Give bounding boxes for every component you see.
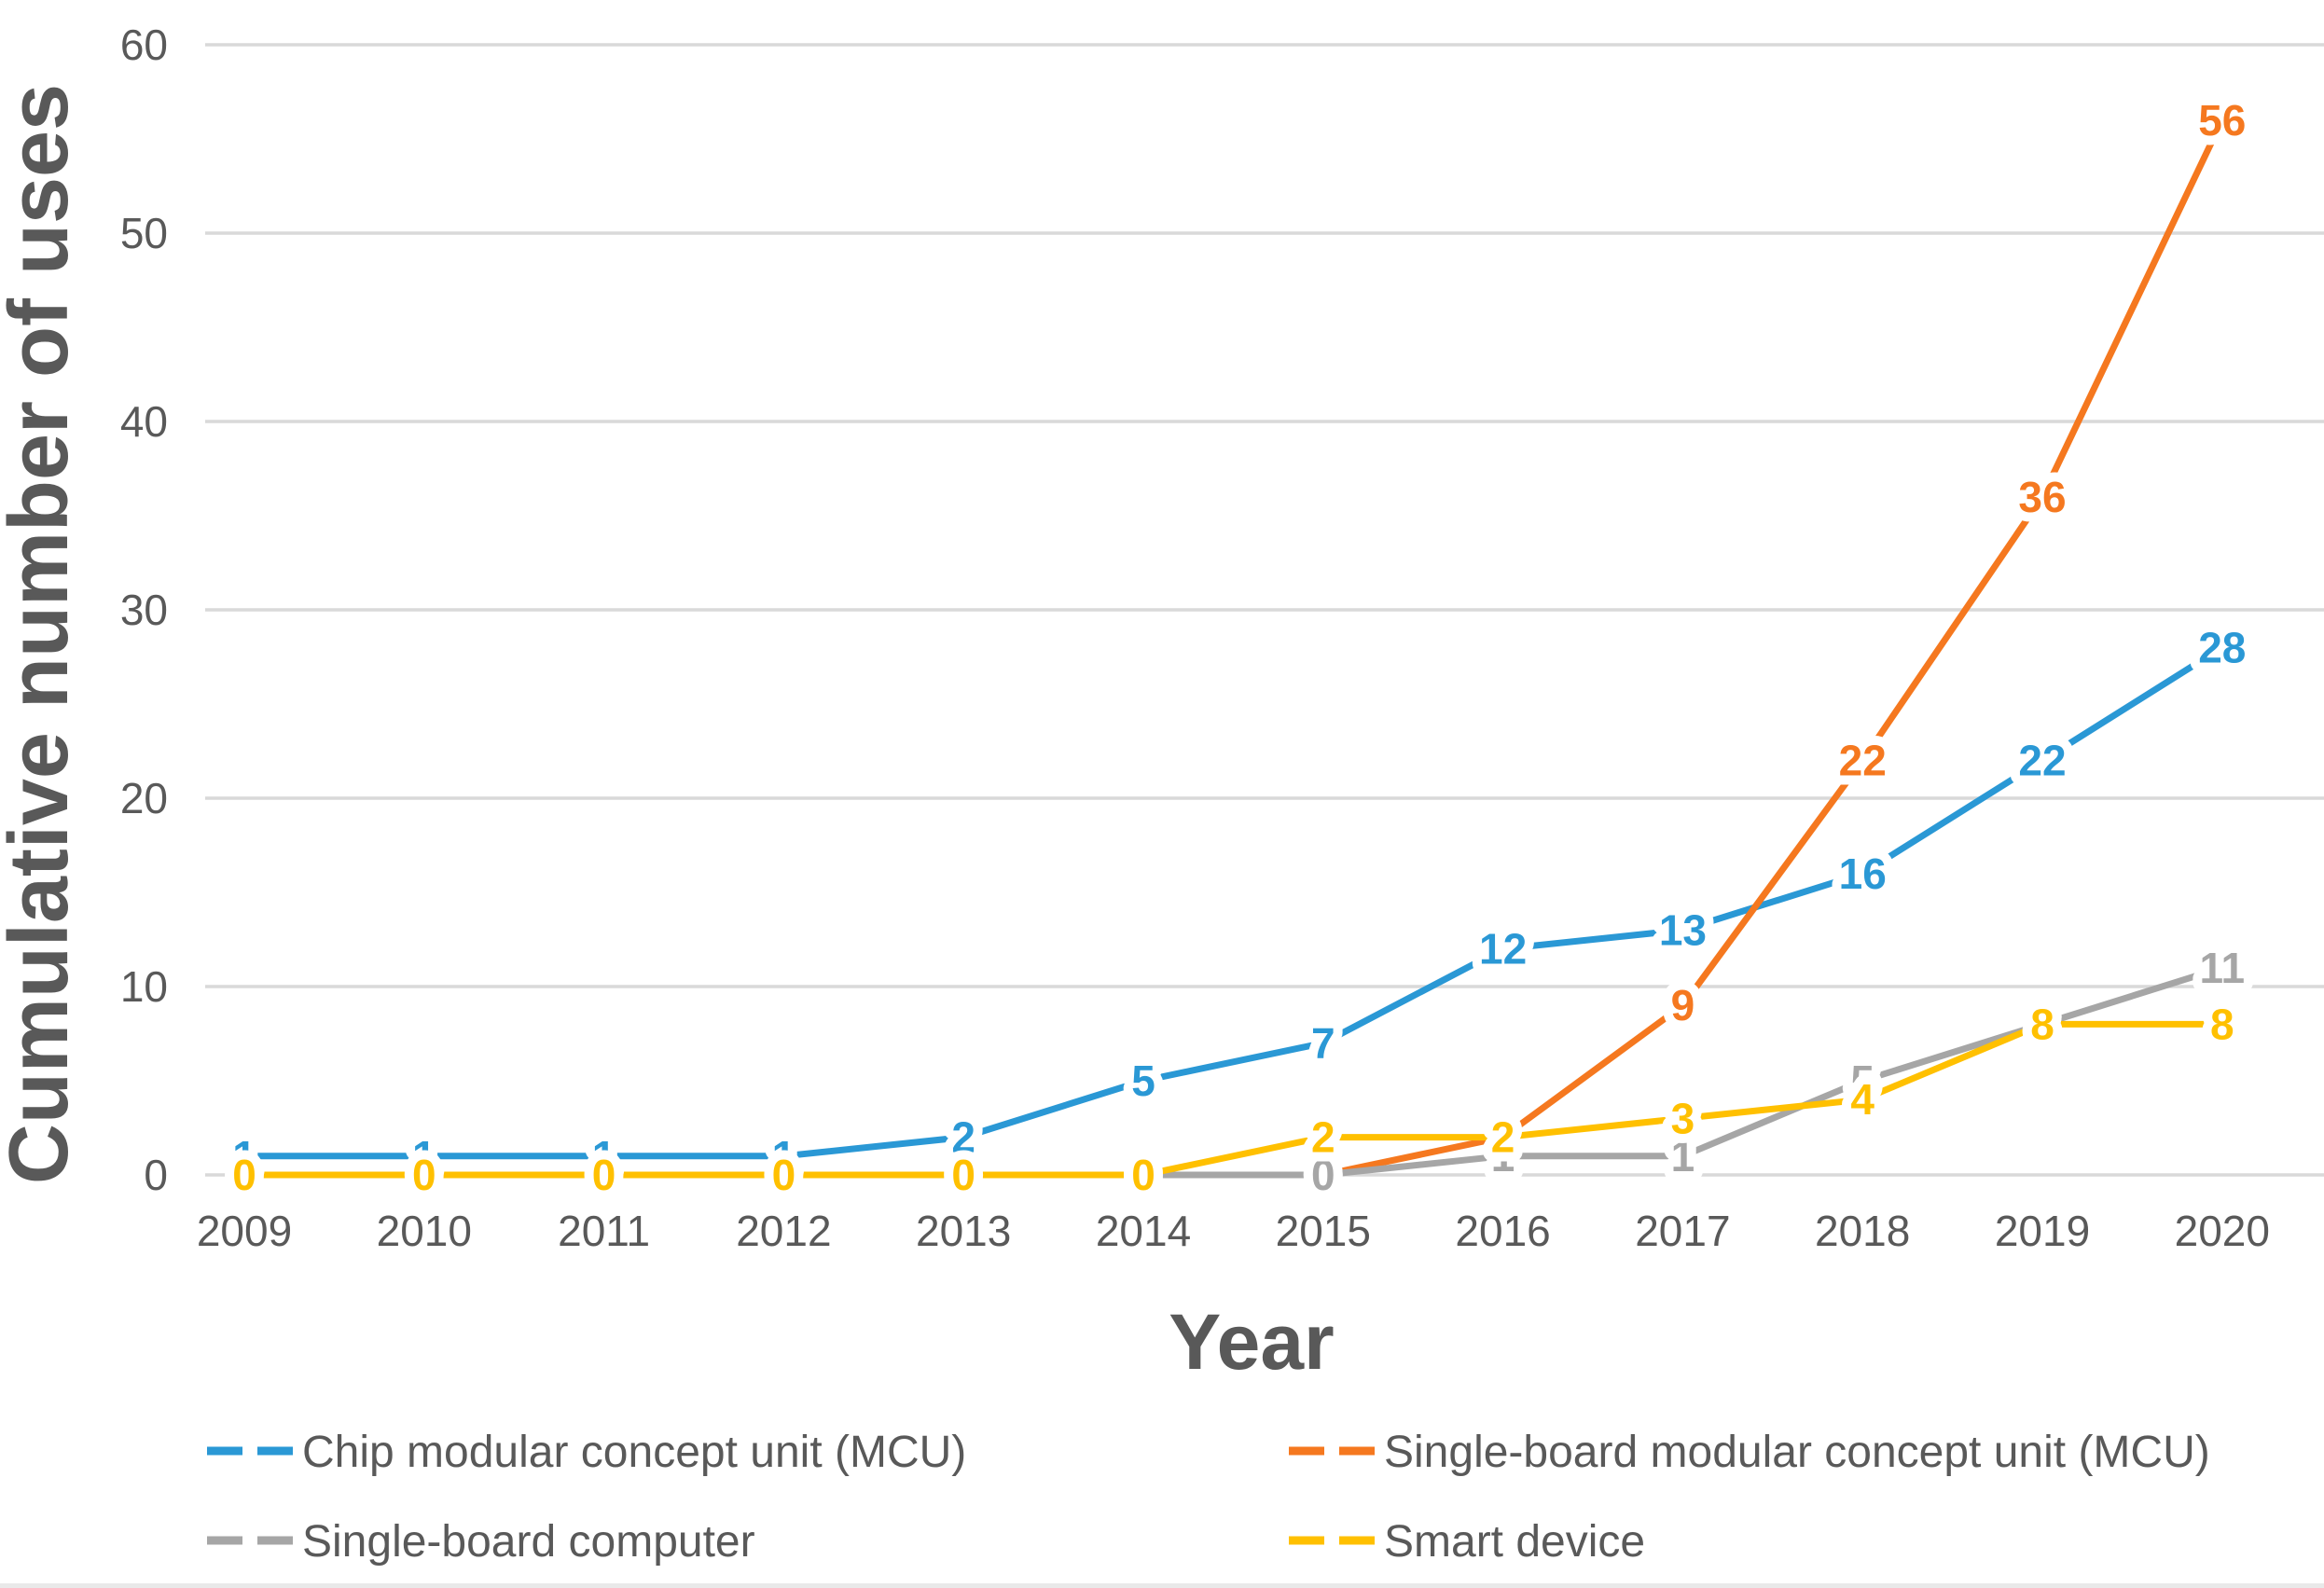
data-label-smart-device: 0 bbox=[232, 1151, 256, 1199]
data-label-smart-device: 0 bbox=[592, 1151, 616, 1199]
x-tick-label: 2015 bbox=[1276, 1207, 1371, 1255]
legend-label: Smart device bbox=[1384, 1517, 1645, 1567]
data-label-chip-modular-concept-unit-mcu: 16 bbox=[1839, 849, 1887, 898]
y-tick-label: 20 bbox=[120, 774, 168, 822]
data-label-single-board-computer: 11 bbox=[2199, 944, 2245, 992]
legend-item-single-board-computer: Single-board computer bbox=[207, 1517, 755, 1567]
y-tick-label: 60 bbox=[120, 21, 168, 69]
x-tick-label: 2017 bbox=[1635, 1207, 1730, 1255]
data-label-smart-device: 8 bbox=[2030, 1000, 2054, 1048]
data-label-smart-device: 0 bbox=[412, 1151, 436, 1199]
data-label-chip-modular-concept-unit-mcu: 22 bbox=[2018, 737, 2066, 785]
data-label-chip-modular-concept-unit-mcu: 12 bbox=[1479, 925, 1527, 974]
data-label-smart-device: 0 bbox=[951, 1151, 975, 1199]
x-tick-label: 2016 bbox=[1455, 1207, 1550, 1255]
data-label-chip-modular-concept-unit-mcu: 13 bbox=[1659, 905, 1707, 954]
x-tick-label: 2009 bbox=[197, 1207, 292, 1255]
x-axis-tick-labels: 2009 2010 2011 2012 2013 2014 2015 2016 2017 2018… bbox=[197, 1207, 2270, 1255]
legend-label: Single-board modular concept unit (MCU) bbox=[1384, 1428, 2210, 1477]
data-label-chip-modular-concept-unit-mcu: 5 bbox=[1131, 1056, 1155, 1105]
legend-item-single-board-modular-concept-unit-mcu: Single-board modular concept unit (MCU) bbox=[1289, 1428, 2210, 1477]
x-tick-label: 2014 bbox=[1096, 1207, 1191, 1255]
x-tick-label: 2019 bbox=[1995, 1207, 2090, 1255]
series-line-single-board-modular-concept-unit-mcu bbox=[1322, 118, 2225, 1179]
data-label-chip-modular-concept-unit-mcu: 7 bbox=[1311, 1019, 1335, 1068]
x-tick-label: 2012 bbox=[736, 1207, 831, 1255]
x-tick-label: 2011 bbox=[558, 1207, 650, 1255]
legend-label: Chip modular concept unit (MCU) bbox=[302, 1428, 966, 1477]
data-label-smart-device: 8 bbox=[2210, 1000, 2234, 1048]
bottom-border bbox=[0, 1583, 2324, 1588]
series-line-smart-device bbox=[244, 1020, 2222, 1179]
x-axis-title: Year bbox=[1169, 1298, 1335, 1386]
y-axis-title: Cumulative number of uses bbox=[0, 84, 86, 1184]
y-axis-tick-labels: 0 10 20 30 40 50 60 bbox=[120, 21, 168, 1199]
data-label-chip-modular-concept-unit-mcu: 28 bbox=[2198, 623, 2246, 671]
x-tick-label: 2013 bbox=[916, 1207, 1011, 1255]
legend-label: Single-board computer bbox=[302, 1517, 755, 1567]
y-tick-label: 40 bbox=[120, 397, 168, 446]
series-line-chip-modular-concept-unit-mcu bbox=[244, 644, 2224, 1160]
data-label-single-board-modular-concept-unit-mcu: 36 bbox=[2018, 473, 2066, 521]
series-lines bbox=[244, 118, 2225, 1179]
gridlines bbox=[205, 43, 2324, 1177]
y-tick-label: 30 bbox=[120, 586, 168, 634]
data-label-smart-device: 4 bbox=[1850, 1075, 1874, 1124]
data-label-smart-device: 2 bbox=[1311, 1113, 1335, 1162]
data-label-smart-device: 3 bbox=[1671, 1094, 1695, 1142]
data-label-smart-device: 0 bbox=[1131, 1151, 1155, 1199]
legend-item-smart-device: Smart device bbox=[1289, 1517, 1645, 1567]
data-label-smart-device: 2 bbox=[1491, 1113, 1515, 1162]
x-tick-label: 2020 bbox=[2175, 1207, 2270, 1255]
data-label-smart-device: 0 bbox=[772, 1151, 796, 1199]
data-label-single-board-modular-concept-unit-mcu: 22 bbox=[1839, 737, 1887, 785]
y-tick-label: 0 bbox=[144, 1151, 168, 1199]
y-tick-label: 50 bbox=[120, 209, 168, 257]
data-label-single-board-modular-concept-unit-mcu: 56 bbox=[2198, 96, 2246, 145]
legend-item-chip-modular-concept-unit-mcu: Chip modular concept unit (MCU) bbox=[207, 1428, 966, 1477]
x-tick-label: 2018 bbox=[1815, 1207, 1910, 1255]
data-label-single-board-modular-concept-unit-mcu: 9 bbox=[1671, 981, 1695, 1029]
legend: Chip modular concept unit (MCU) Single-bo… bbox=[207, 1428, 2210, 1567]
x-tick-label: 2010 bbox=[377, 1207, 472, 1255]
y-tick-label: 10 bbox=[120, 962, 168, 1011]
